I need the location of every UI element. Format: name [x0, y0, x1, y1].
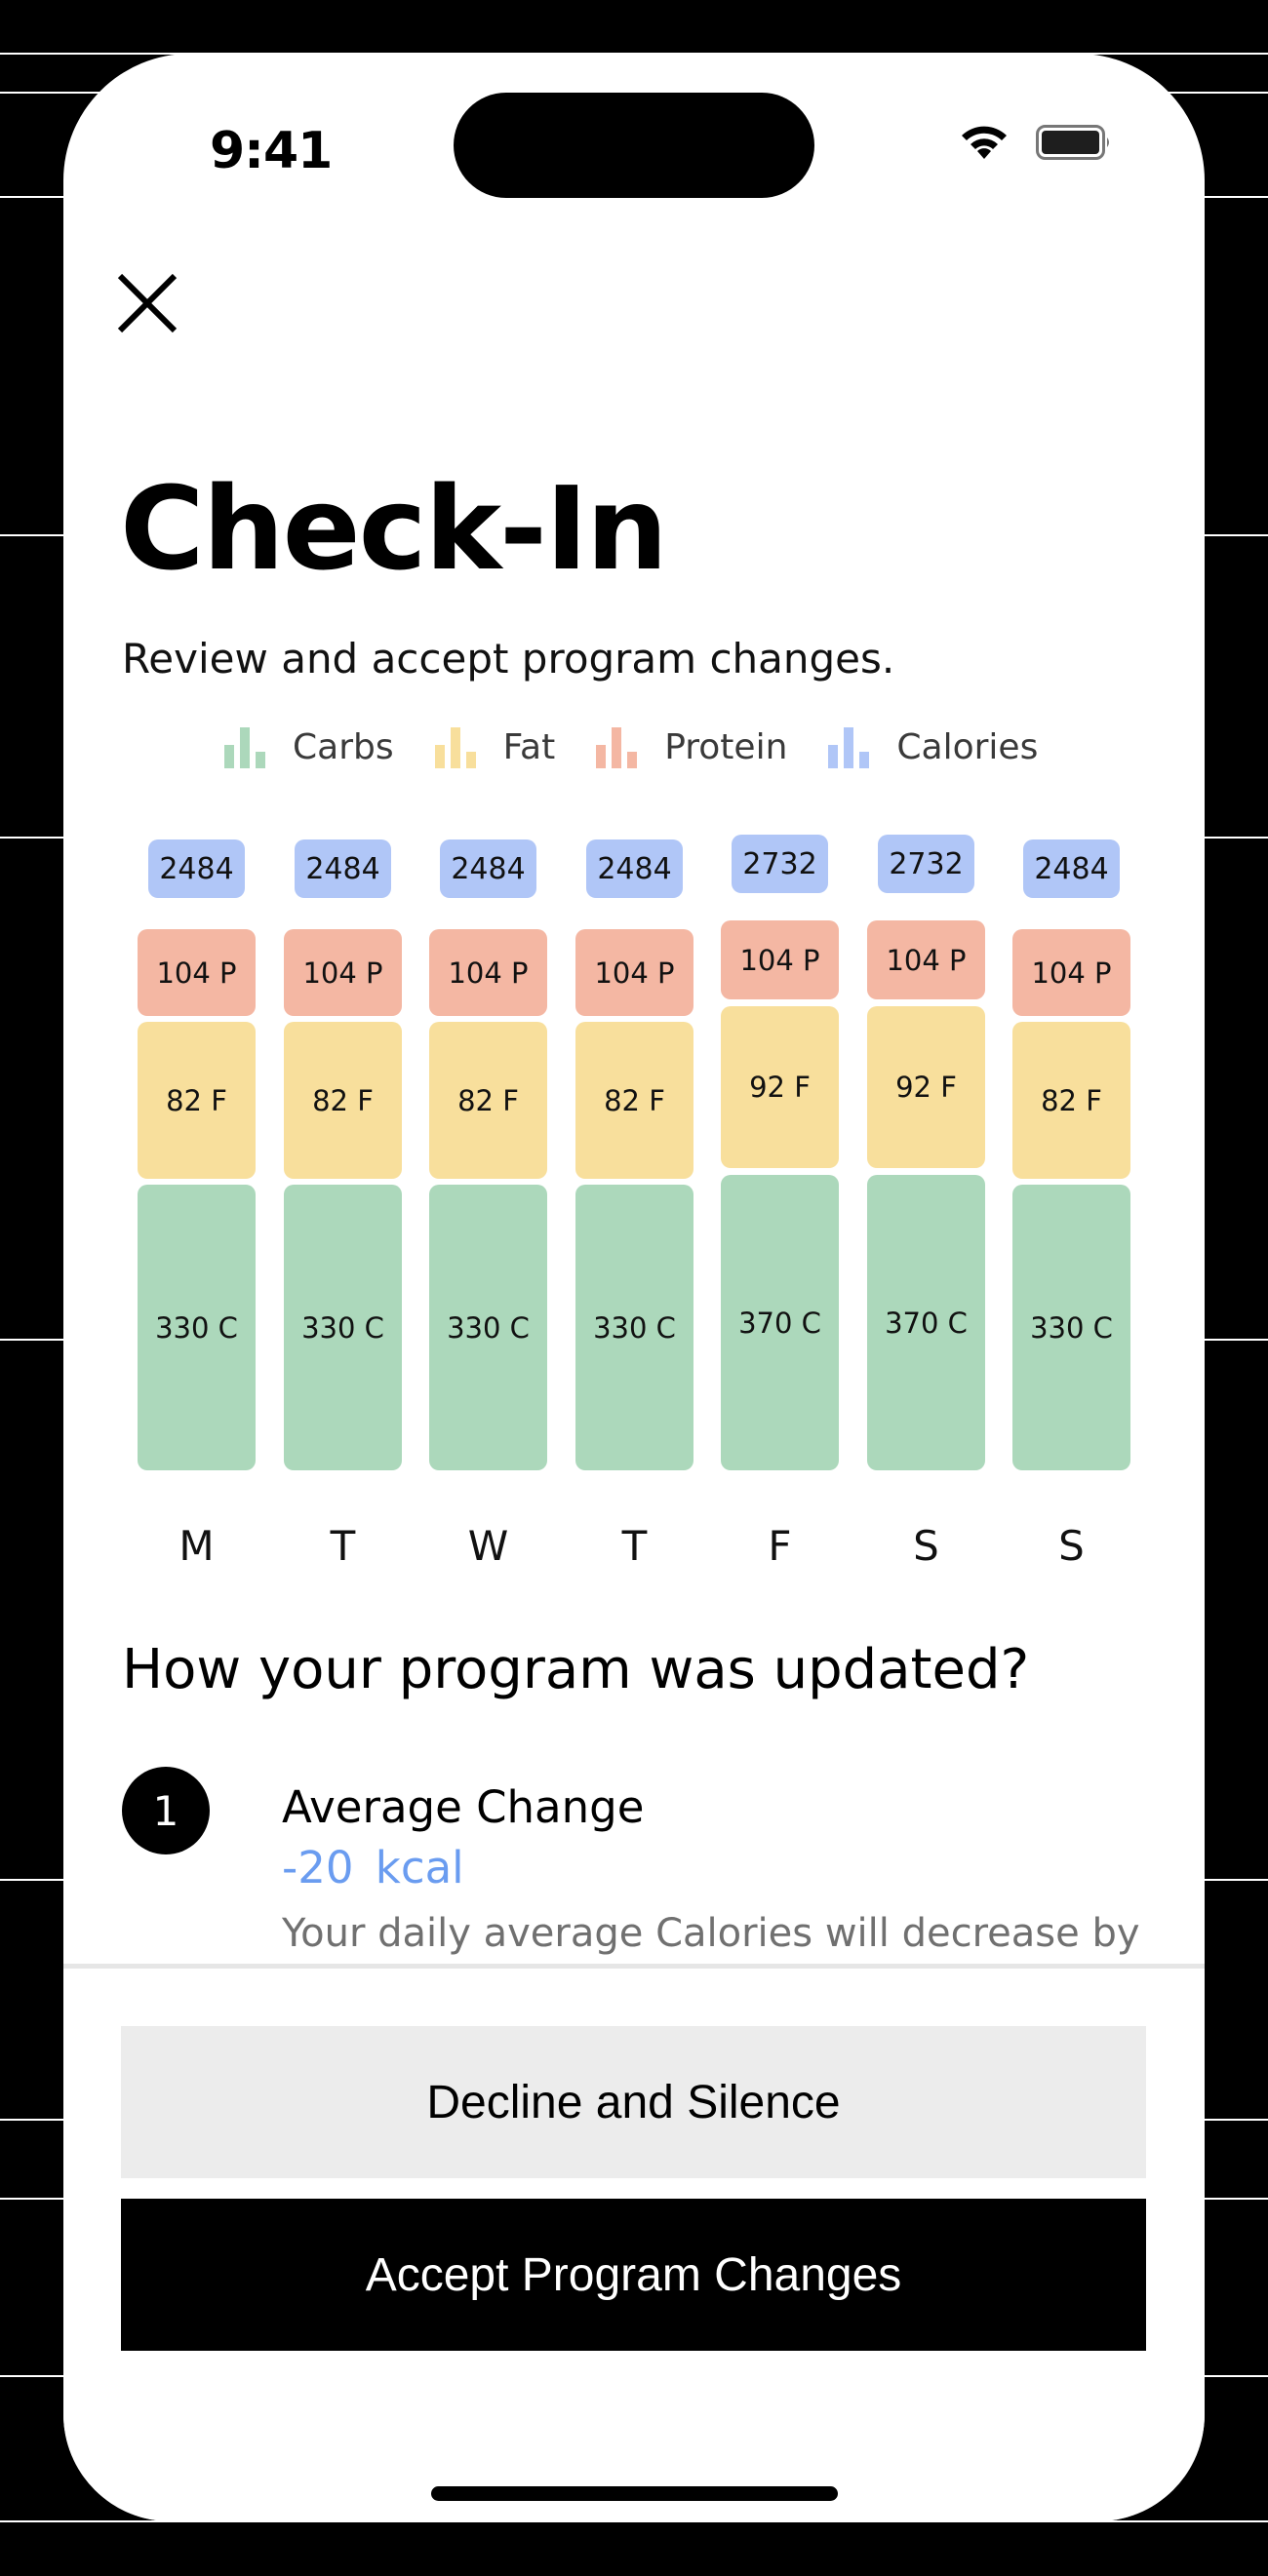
chart-column[interactable]: 2484 104 P 82 F 330 C W — [429, 54, 547, 1575]
legend-label: Carbs — [293, 727, 394, 767]
protein-segment: 104 P — [867, 920, 985, 999]
page-subtitle: Review and accept program changes. — [122, 635, 895, 683]
legend-label: Fat — [502, 727, 556, 767]
chart-column[interactable]: 2732 104 P 92 F 370 C F — [721, 54, 839, 1575]
chart-column[interactable]: 2484 104 P 82 F 330 C T — [575, 54, 693, 1575]
bar-chart-icon — [828, 727, 870, 768]
phone-screen: 9:41 Check-In Review and accept program … — [63, 54, 1205, 2521]
fat-segment: 82 F — [1012, 1022, 1130, 1179]
accept-button[interactable]: Accept Program Changes — [121, 2199, 1146, 2351]
day-label: M — [178, 1522, 215, 1570]
carbs-segment: 330 C — [1012, 1185, 1130, 1470]
wifi-icon — [962, 126, 1007, 159]
decline-button[interactable]: Decline and Silence — [121, 2026, 1146, 2178]
bar-chart-icon — [224, 727, 265, 768]
fat-segment: 92 F — [721, 1006, 839, 1168]
carbs-segment: 370 C — [867, 1175, 985, 1470]
chart-column[interactable]: 2732 104 P 92 F 370 C S — [867, 54, 985, 1575]
day-label: S — [1058, 1522, 1085, 1570]
bar-chart-icon — [596, 727, 638, 768]
action-footer: Decline and Silence Accept Program Chang… — [63, 1969, 1205, 2521]
chart-column[interactable]: 2484 104 P 82 F 330 C S — [1012, 54, 1130, 1575]
update-title: Average Change — [282, 1781, 645, 1833]
dynamic-island — [454, 93, 814, 198]
page-title: Check-In — [120, 461, 668, 596]
fat-segment: 92 F — [867, 1006, 985, 1168]
bezel-line — [0, 2520, 1268, 2522]
calories-label: 2484 — [295, 839, 391, 898]
update-description: Your daily average Calories will decreas… — [282, 1911, 1140, 1956]
chart-legend: Carbs Fat Protein Calories — [224, 727, 1079, 768]
carbs-segment: 370 C — [721, 1175, 839, 1470]
carbs-segment: 330 C — [284, 1185, 402, 1470]
section-title: How your program was updated? — [122, 1638, 1030, 1701]
protein-segment: 104 P — [575, 929, 693, 1016]
battery-icon — [1036, 125, 1109, 160]
calories-label: 2484 — [440, 839, 536, 898]
day-label: T — [621, 1522, 648, 1570]
protein-segment: 104 P — [138, 929, 256, 1016]
legend-item-protein: Protein — [596, 727, 787, 768]
fat-segment: 82 F — [429, 1022, 547, 1179]
bar-chart-icon — [434, 727, 476, 768]
day-label: W — [467, 1522, 509, 1570]
legend-label: Protein — [664, 727, 788, 767]
step-number-badge: 1 — [122, 1767, 210, 1854]
fat-segment: 82 F — [575, 1022, 693, 1179]
home-indicator[interactable] — [431, 2486, 838, 2501]
fat-segment: 82 F — [284, 1022, 402, 1179]
macro-chart: 2484 104 P 82 F 330 C M 2484 104 P 82 F … — [63, 54, 1205, 1614]
protein-segment: 104 P — [429, 929, 547, 1016]
calories-label: 2484 — [1023, 839, 1120, 898]
legend-label: Calories — [896, 727, 1039, 767]
calories-label: 2732 — [732, 835, 828, 893]
footer-divider — [63, 1964, 1205, 1969]
day-label: F — [768, 1522, 792, 1570]
chart-column[interactable]: 2484 104 P 82 F 330 C M — [138, 54, 256, 1575]
close-button[interactable] — [112, 268, 182, 338]
update-value: -20 kcal — [282, 1842, 464, 1893]
legend-item-fat: Fat — [434, 727, 556, 768]
protein-segment: 104 P — [721, 920, 839, 999]
calories-label: 2732 — [878, 835, 974, 893]
protein-segment: 104 P — [284, 929, 402, 1016]
fat-segment: 82 F — [138, 1022, 256, 1179]
calories-label: 2484 — [586, 839, 683, 898]
chart-column[interactable]: 2484 104 P 82 F 330 C T — [284, 54, 402, 1575]
status-time: 9:41 — [210, 122, 333, 180]
legend-item-calories: Calories — [828, 727, 1038, 768]
carbs-segment: 330 C — [575, 1185, 693, 1470]
legend-item-carbs: Carbs — [224, 727, 394, 768]
day-label: S — [913, 1522, 939, 1570]
carbs-segment: 330 C — [429, 1185, 547, 1470]
day-label: T — [330, 1522, 356, 1570]
carbs-segment: 330 C — [138, 1185, 256, 1470]
protein-segment: 104 P — [1012, 929, 1130, 1016]
calories-label: 2484 — [148, 839, 245, 898]
close-icon — [117, 273, 178, 333]
